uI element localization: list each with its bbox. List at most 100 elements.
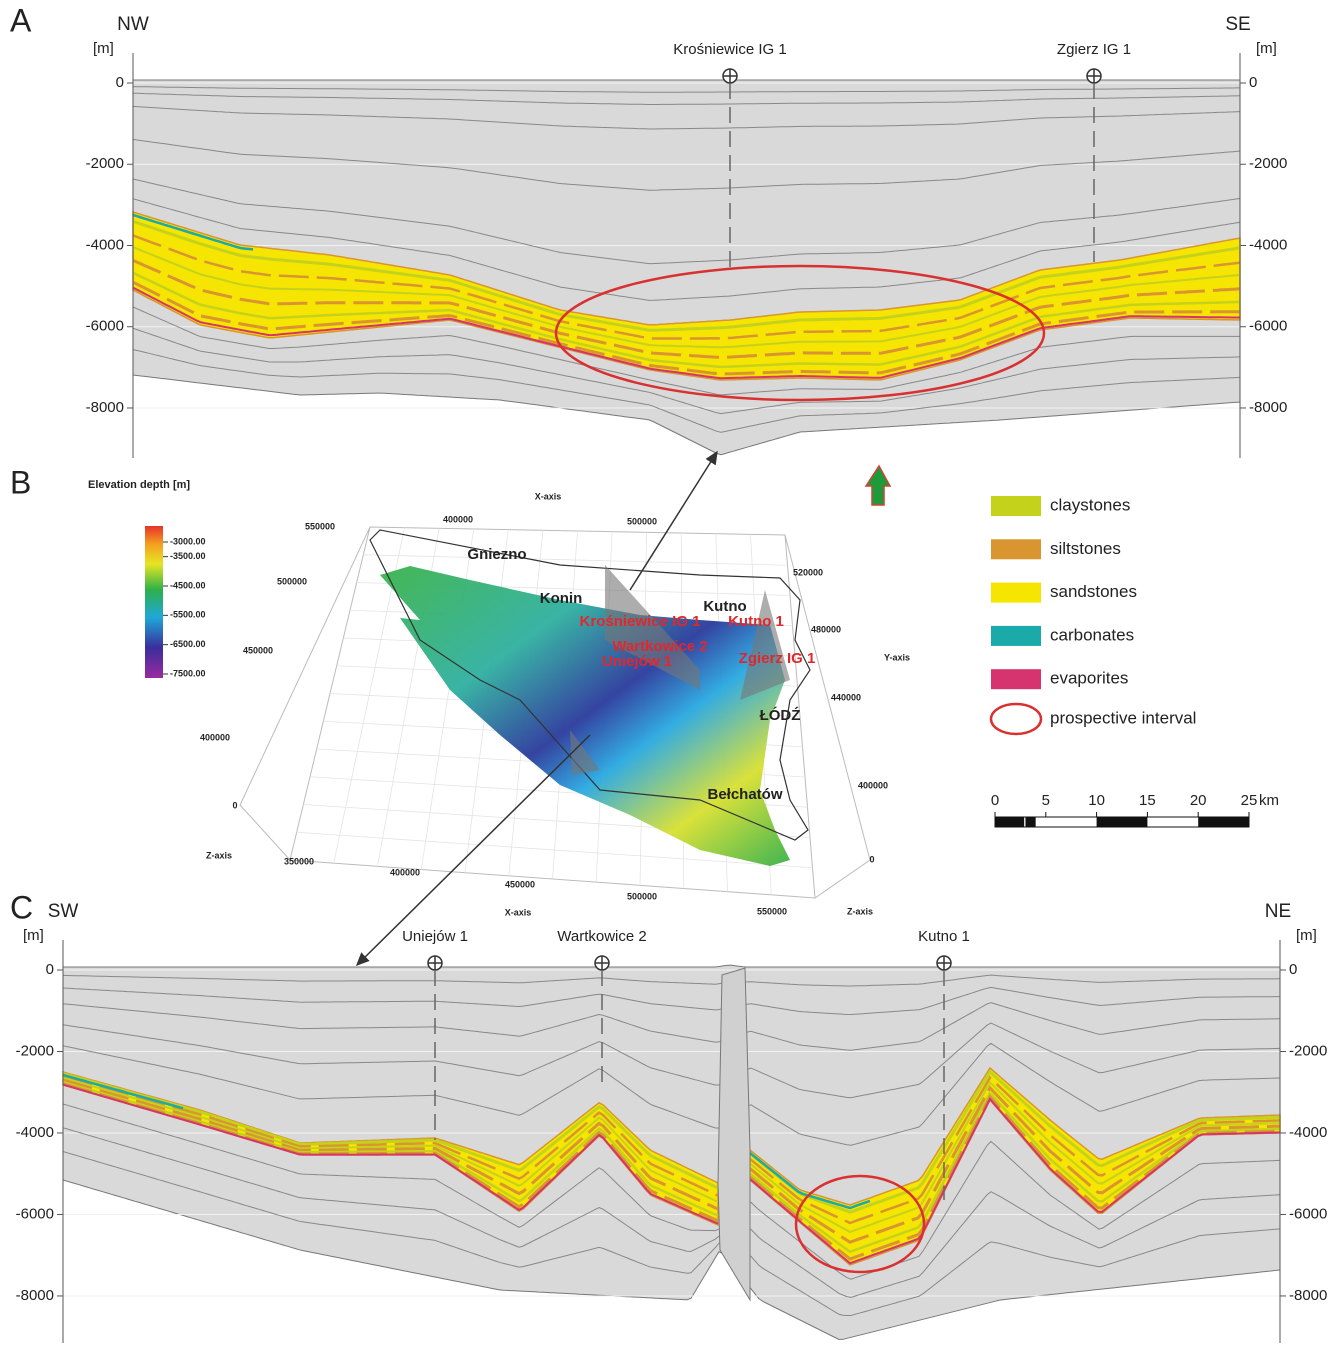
place-label: ŁÓDŹ — [760, 706, 801, 724]
legend-swatch — [991, 496, 1041, 516]
horizon — [62, 986, 1280, 1016]
model-axis-label: X-axis — [535, 491, 562, 501]
lithology-stripe — [749, 1152, 871, 1210]
model-axis-label: 400000 — [858, 780, 888, 790]
lithology-stripe — [62, 1072, 719, 1190]
y-tick-label: -2000 — [86, 155, 124, 172]
lithology-stripe — [62, 1074, 719, 1197]
horizon — [132, 327, 1241, 415]
place-label: Bełchatów — [707, 786, 782, 803]
horizon — [132, 86, 1240, 93]
unit-label: [m] — [93, 40, 114, 57]
place-label: Kutno — [703, 598, 746, 615]
well-label: Krośniewice IG 1 — [580, 613, 701, 630]
unit-label: [m] — [1296, 927, 1317, 944]
y-tick-label: -2000 — [1289, 1042, 1327, 1059]
scale-label: 25 — [1241, 792, 1258, 809]
legend: claystones siltstones sandstones carbonates… — [989, 495, 1279, 828]
horizon — [62, 1103, 1280, 1280]
lithology-stripe — [62, 1078, 719, 1211]
model-axis-label: 500000 — [277, 576, 307, 586]
y-tick-label: -8000 — [1289, 1287, 1327, 1304]
scale-segment — [1014, 817, 1025, 827]
legend-swatch — [991, 539, 1041, 560]
horizon — [132, 105, 1241, 130]
legend-label: sandstones — [1050, 582, 1137, 601]
unit-label: [m] — [1256, 40, 1277, 57]
horizon — [132, 138, 1241, 191]
panel-b: B Elevation depth [m] -3000.00 -3500.00 -450… — [10, 450, 910, 967]
y-tick-label: 0 — [116, 74, 124, 91]
horizon — [62, 1022, 1280, 1099]
lithology-stripe — [749, 1085, 1280, 1244]
well-label: Zgierz IG 1 — [739, 650, 816, 667]
lithology-stripe — [749, 1094, 1281, 1261]
model-axis-label: 550000 — [757, 906, 787, 916]
colorbar-label: -7500.00 — [170, 668, 206, 678]
well-name: Kutno 1 — [918, 928, 970, 945]
model-axis-label: Y-axis — [884, 652, 910, 662]
horizon — [62, 1042, 1280, 1146]
lithology-stripe — [132, 246, 1241, 349]
scale-segment — [1096, 817, 1148, 827]
horizon — [62, 974, 1280, 987]
scale-label: 10 — [1088, 792, 1105, 809]
horizon — [132, 349, 1241, 433]
unit-label: [m] — [23, 927, 44, 944]
prospective-outline — [554, 264, 1046, 402]
well-symbol — [723, 69, 737, 83]
panel-a: 0 0 -2000 -2000 -4000 -4000 -6000 -6000 -8000 -80… — [10, 2, 1287, 458]
y-tick-label: -2000 — [1249, 155, 1287, 172]
y-tick-label: 0 — [1249, 74, 1257, 91]
scale-label: 20 — [1190, 792, 1207, 809]
lithology-stripe — [749, 1075, 1281, 1225]
horizon — [62, 1002, 1280, 1051]
lithology-stripe — [132, 280, 1240, 376]
panel-label: A — [10, 2, 32, 38]
lithology-stripe — [749, 1090, 1281, 1254]
panel-c: 0 0 -2000 -2000 -4000 -4000 -6000 -6000 -8000 -80… — [10, 889, 1327, 1343]
model-axis-label: 0 — [869, 854, 874, 864]
model-axis-label: 400000 — [443, 514, 473, 524]
scale-unit: km — [1259, 792, 1279, 809]
horizon — [62, 1151, 1281, 1316]
legend-swatch — [991, 582, 1041, 603]
model-axis-label: 480000 — [811, 624, 841, 634]
scale-label: 5 — [1042, 792, 1050, 809]
legend-swatch — [991, 625, 1041, 646]
model-axis-label: 400000 — [390, 867, 420, 877]
prospective-outline — [794, 1174, 926, 1274]
lithology-stripe — [132, 213, 254, 251]
y-tick-label: -2000 — [16, 1042, 54, 1059]
y-tick-label: -8000 — [86, 399, 124, 416]
model-axis-label: 440000 — [831, 692, 861, 702]
lithology-stripe — [132, 219, 1241, 332]
model-axis-label: 500000 — [627, 891, 657, 901]
north-arrow — [864, 464, 892, 506]
lithology-stripe — [62, 1083, 719, 1225]
lithology-stripe — [749, 1097, 1280, 1265]
model-axis-label: 450000 — [243, 645, 273, 655]
colorbar — [145, 526, 163, 678]
direction-label: SW — [48, 901, 79, 922]
direction-label: NE — [1265, 901, 1291, 922]
outline — [369, 529, 811, 841]
y-tick-label: -4000 — [16, 1124, 54, 1141]
legend-swatch — [989, 702, 1043, 736]
legend-label: siltstones — [1050, 539, 1121, 558]
well-name: Zgierz IG 1 — [1057, 41, 1131, 58]
model-surface — [380, 566, 790, 866]
colorbar-title: Elevation depth [m] — [88, 479, 190, 491]
place-label: Gniezno — [467, 546, 526, 563]
lithology-stripe — [132, 259, 1241, 359]
legend-label: claystones — [1050, 495, 1130, 514]
lithology-stripe — [132, 234, 1241, 340]
lithology-stripe — [749, 1069, 1280, 1214]
direction-label: NW — [117, 14, 149, 35]
legend-label: prospective interval — [1050, 708, 1196, 727]
fault — [717, 967, 751, 1302]
horizon — [132, 92, 1241, 105]
horizon — [132, 306, 1240, 396]
model-axis-label: 550000 — [305, 521, 335, 531]
